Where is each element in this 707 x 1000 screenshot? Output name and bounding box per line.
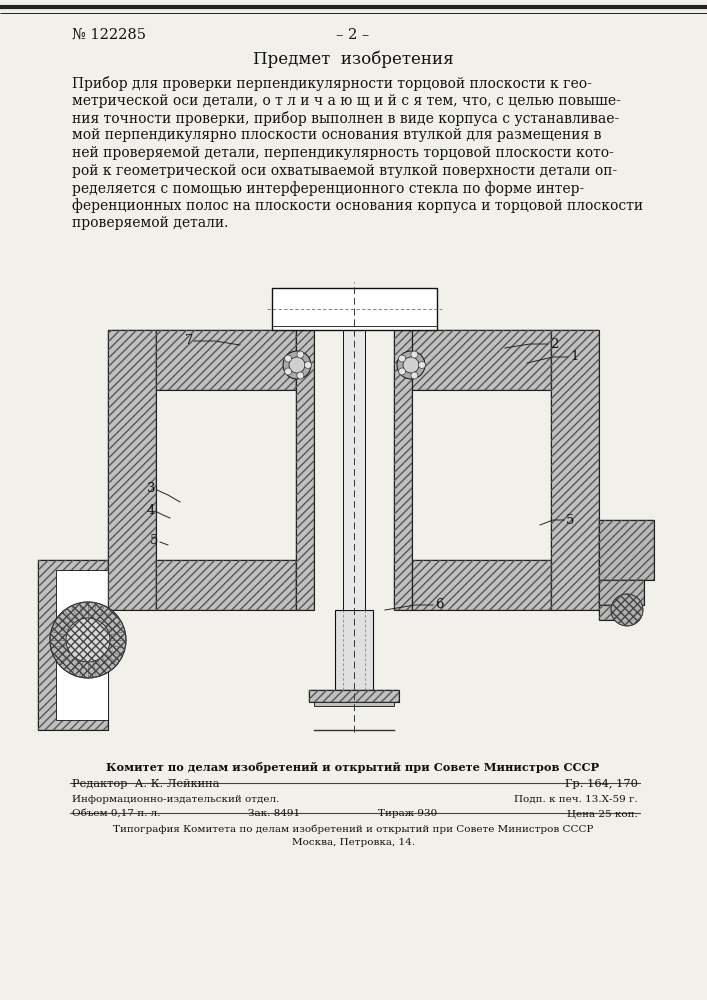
Circle shape bbox=[285, 368, 291, 375]
Bar bbox=[56, 570, 108, 720]
Text: 2: 2 bbox=[550, 338, 559, 351]
Text: метрической оси детали, о т л и ч а ю щ и й с я тем, что, с целью повыше-: метрической оси детали, о т л и ч а ю щ … bbox=[72, 94, 621, 107]
Text: Москва, Петровка, 14.: Москва, Петровка, 14. bbox=[291, 838, 414, 847]
Bar bbox=[296, 330, 314, 610]
Bar bbox=[412, 330, 551, 390]
Circle shape bbox=[297, 351, 304, 358]
Circle shape bbox=[399, 355, 406, 362]
Bar bbox=[551, 330, 599, 610]
Circle shape bbox=[403, 357, 419, 373]
Bar bbox=[272, 288, 437, 330]
Circle shape bbox=[283, 351, 311, 379]
Text: рой к геометрической оси охватываемой втулкой поверхности детали оп-: рой к геометрической оси охватываемой вт… bbox=[72, 163, 617, 178]
Text: – 2 –: – 2 – bbox=[337, 28, 370, 42]
Circle shape bbox=[297, 372, 304, 379]
Circle shape bbox=[399, 368, 406, 375]
Bar bbox=[599, 520, 654, 580]
Text: Подп. к печ. 13.Х-59 г.: Подп. к печ. 13.Х-59 г. bbox=[514, 795, 638, 804]
Bar bbox=[599, 520, 654, 580]
Bar bbox=[108, 330, 156, 610]
Text: 7: 7 bbox=[185, 334, 193, 348]
Text: Прибор для проверки перпендикулярности торцовой плоскости к гео-: Прибор для проверки перпендикулярности т… bbox=[72, 76, 592, 91]
Circle shape bbox=[305, 361, 312, 368]
Text: ней проверяемой детали, перпендикулярность торцовой плоскости кото-: ней проверяемой детали, перпендикулярнос… bbox=[72, 146, 614, 160]
Text: № 122285: № 122285 bbox=[72, 28, 146, 42]
Bar bbox=[394, 330, 412, 610]
Text: проверяемой детали.: проверяемой детали. bbox=[72, 216, 228, 230]
Text: Типография Комитета по делам изобретений и открытий при Совете Министров СССР: Типография Комитета по делам изобретений… bbox=[113, 825, 593, 834]
Bar bbox=[599, 605, 634, 620]
Bar bbox=[599, 605, 634, 620]
Circle shape bbox=[289, 357, 305, 373]
Bar bbox=[314, 702, 394, 706]
Circle shape bbox=[66, 618, 110, 662]
Text: 1: 1 bbox=[570, 351, 578, 363]
Bar bbox=[394, 330, 412, 610]
Text: 4: 4 bbox=[146, 504, 155, 516]
Circle shape bbox=[411, 351, 418, 358]
Text: 6: 6 bbox=[435, 598, 443, 611]
Bar bbox=[309, 690, 399, 702]
Bar bbox=[156, 560, 296, 610]
Circle shape bbox=[50, 602, 126, 678]
Text: 5: 5 bbox=[566, 514, 574, 526]
Bar bbox=[412, 560, 551, 610]
Bar bbox=[108, 330, 156, 610]
Text: Комитет по делам изобретений и открытий при Совете Министров СССР: Комитет по делам изобретений и открытий … bbox=[107, 762, 600, 773]
Bar bbox=[551, 330, 599, 610]
Circle shape bbox=[285, 355, 291, 362]
Text: Предмет  изобретения: Предмет изобретения bbox=[252, 50, 453, 68]
Text: ференционных полос на плоскости основания корпуса и торцовой плоскости: ференционных полос на плоскости основани… bbox=[72, 198, 643, 213]
Text: Цена 25 коп.: Цена 25 коп. bbox=[567, 809, 638, 818]
Text: Информационно-издательский отдел.: Информационно-издательский отдел. bbox=[72, 795, 279, 804]
Bar bbox=[156, 330, 296, 390]
Circle shape bbox=[411, 372, 418, 379]
Text: 5: 5 bbox=[150, 534, 158, 546]
Text: Тираж 930: Тираж 930 bbox=[378, 809, 437, 818]
Bar bbox=[156, 560, 296, 610]
Text: Гр. 164, 170: Гр. 164, 170 bbox=[565, 779, 638, 789]
Circle shape bbox=[419, 361, 426, 368]
Bar bbox=[296, 330, 314, 610]
Text: Зак. 8491: Зак. 8491 bbox=[248, 809, 300, 818]
Bar bbox=[38, 560, 108, 730]
Text: ния точности проверки, прибор выполнен в виде корпуса с устанавливае-: ния точности проверки, прибор выполнен в… bbox=[72, 111, 619, 126]
Text: мой перпендикулярно плоскости основания втулкой для размещения в: мой перпендикулярно плоскости основания … bbox=[72, 128, 602, 142]
Bar bbox=[156, 330, 296, 390]
Bar bbox=[599, 580, 644, 605]
Text: Редактор  А. К. Лейкина: Редактор А. К. Лейкина bbox=[72, 779, 219, 789]
Bar bbox=[412, 560, 551, 610]
Circle shape bbox=[397, 351, 425, 379]
Bar bbox=[343, 330, 365, 610]
Bar bbox=[599, 580, 644, 605]
Bar bbox=[412, 330, 551, 390]
Bar bbox=[335, 610, 373, 690]
Bar bbox=[309, 690, 399, 702]
Text: 3: 3 bbox=[146, 482, 155, 494]
Text: ределяется с помощью интерференционного стекла по форме интер-: ределяется с помощью интерференционного … bbox=[72, 181, 584, 196]
Circle shape bbox=[611, 594, 643, 626]
Bar bbox=[38, 560, 108, 730]
Text: Объем 0,17 п. л.: Объем 0,17 п. л. bbox=[72, 809, 160, 818]
